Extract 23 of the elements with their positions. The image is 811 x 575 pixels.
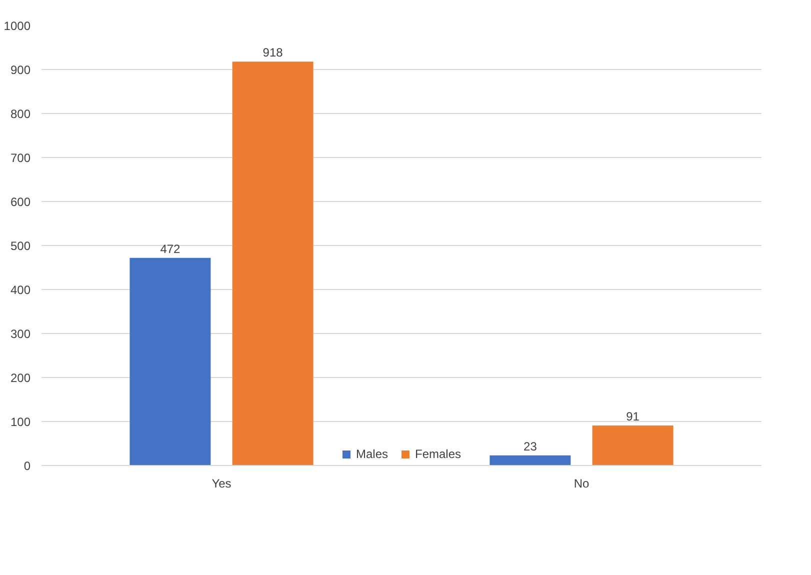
data-label: 23: [524, 439, 538, 454]
y-tick-label: 800: [10, 107, 31, 121]
data-label: 918: [262, 46, 284, 60]
x-tick-label: Yes: [212, 476, 232, 490]
bar: [232, 62, 314, 466]
x-tick-label: No: [574, 476, 590, 490]
y-tick-label: 600: [10, 195, 31, 209]
y-tick-label: 100: [10, 415, 31, 429]
bar: [130, 258, 211, 466]
y-tick-label: 900: [10, 63, 31, 77]
bar: [592, 425, 674, 466]
y-tick-label: 300: [10, 327, 31, 341]
data-label: 472: [160, 242, 181, 256]
data-label: 91: [626, 409, 640, 424]
y-tick-label: 0: [24, 459, 31, 473]
legend-label: Males: [356, 447, 388, 461]
y-tick-label: 400: [10, 283, 31, 297]
y-tick-label: 200: [10, 371, 31, 385]
bar: [490, 455, 571, 466]
y-tick-label: 500: [10, 239, 31, 253]
y-tick-label: 700: [10, 151, 31, 165]
y-tick-label: 1000: [4, 19, 31, 33]
legend-label: Females: [415, 447, 462, 461]
